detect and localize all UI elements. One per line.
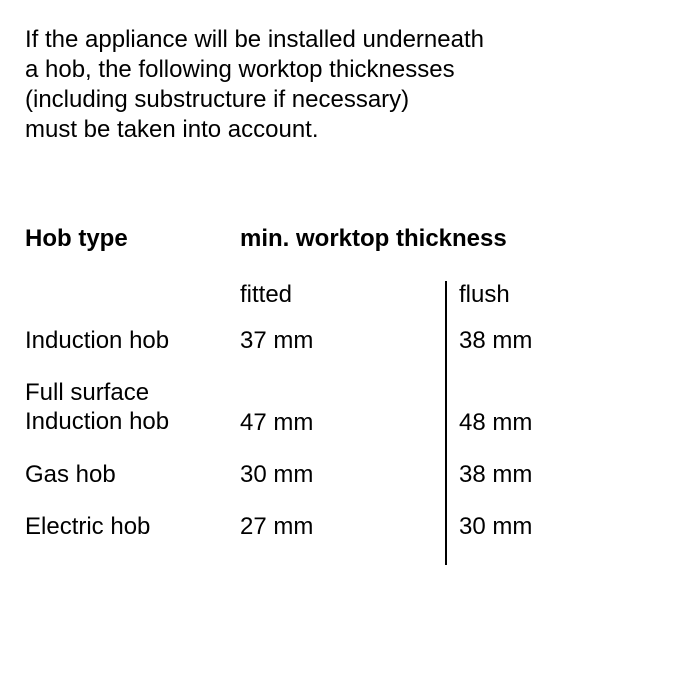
row-fitted: 27 mm [240, 513, 445, 565]
row-label: Gas hob [25, 461, 240, 513]
row-flush: 38 mm [445, 461, 645, 513]
row-label-line: Full surface [25, 379, 169, 408]
subheader-flush: flush [445, 281, 645, 327]
intro-line: (including substructure if necessary) [25, 85, 650, 115]
empty-cell [25, 281, 240, 327]
intro-line: must be taken into account. [25, 115, 650, 145]
thickness-table: Hob type min. worktop thickness fitted f… [25, 225, 650, 565]
row-label: Induction hob [25, 327, 240, 379]
subheader-fitted: fitted [240, 281, 445, 327]
row-flush: 38 mm [445, 327, 645, 379]
row-label: Electric hob [25, 513, 240, 565]
header-hob-type: Hob type [25, 225, 240, 281]
row-fitted: 30 mm [240, 461, 445, 513]
row-label: Full surface Induction hob [25, 379, 240, 461]
row-fitted: 47 mm [240, 379, 445, 461]
intro-line: a hob, the following worktop thicknesses [25, 55, 650, 85]
row-flush: 30 mm [445, 513, 645, 565]
row-flush: 48 mm [445, 379, 645, 461]
row-label-line: Induction hob [25, 408, 169, 437]
intro-line: If the appliance will be installed under… [25, 25, 650, 55]
row-fitted: 37 mm [240, 327, 445, 379]
header-thickness: min. worktop thickness [240, 225, 645, 281]
intro-paragraph: If the appliance will be installed under… [25, 25, 650, 145]
